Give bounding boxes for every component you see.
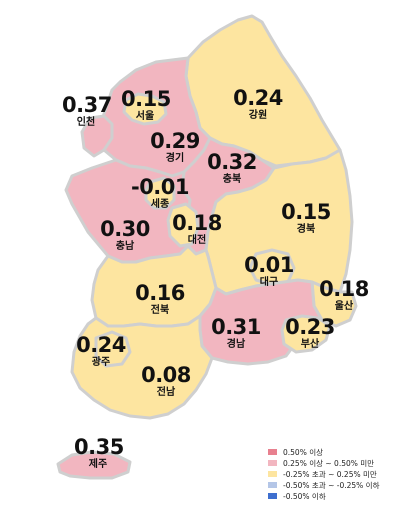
legend-label: 0.50% 이상: [283, 447, 324, 457]
label-gwangju: 0.24 광주: [76, 335, 126, 368]
label-ulsan: 0.18 울산: [318, 279, 370, 312]
region-daejeon: [166, 202, 200, 248]
name-jeonbuk: 전북: [150, 305, 170, 316]
value-gyeongbuk: 0.15: [281, 200, 331, 224]
label-gyeonggi: 0.29 경기: [150, 131, 200, 164]
legend-item: -0.50% 이하: [268, 491, 413, 501]
region-gwangju: [94, 330, 132, 368]
name-daegu: 대구: [259, 277, 279, 288]
label-gangwon: 0.24 강원: [232, 88, 284, 121]
value-ulsan: 0.18: [319, 277, 369, 301]
name-chungnam: 충남: [115, 241, 135, 252]
name-sejong: 세종: [150, 199, 170, 210]
label-daegu: 0.01 대구: [244, 255, 294, 288]
name-ulsan: 울산: [334, 301, 354, 312]
name-busan: 부산: [300, 339, 320, 350]
label-gyeongnam: 0.31 경남: [210, 317, 262, 350]
name-incheon: 인천: [76, 117, 96, 128]
value-daejeon: 0.18: [172, 211, 222, 235]
region-incheon: [80, 114, 114, 158]
region-busan: [280, 314, 332, 354]
label-jeju: 0.35 제주: [74, 435, 124, 470]
value-jeju: 0.35: [74, 435, 124, 459]
value-busan: 0.23: [285, 315, 335, 339]
name-chungbuk: 충북: [222, 174, 242, 185]
legend-item: -0.25% 초과 ~ 0.25% 미만: [268, 469, 413, 479]
label-gyeongbuk: 0.15 경북: [280, 202, 332, 235]
label-chungnam: 0.30 충남: [100, 219, 150, 252]
label-incheon: 0.37 인천: [62, 93, 112, 128]
label-jeonnam: 0.08 전남: [140, 365, 192, 398]
value-incheon: 0.37: [62, 93, 112, 117]
value-chungbuk: 0.32: [207, 150, 257, 174]
label-sejong: -0.01 세종: [130, 177, 190, 210]
legend-swatch: [268, 493, 277, 499]
value-gwangju: 0.24: [76, 333, 126, 357]
legend-item: -0.50% 초과 ~ -0.25% 이하: [268, 480, 413, 490]
value-jeonnam: 0.08: [141, 363, 191, 387]
name-gyeongnam: 경남: [226, 339, 246, 350]
region-sejong: [144, 176, 176, 210]
name-jeonnam: 전남: [156, 387, 176, 398]
name-gangwon: 강원: [248, 110, 268, 121]
value-gangwon: 0.24: [233, 86, 283, 110]
legend-swatch: [268, 482, 277, 488]
name-seoul: 서울: [135, 111, 155, 122]
region-seoul: [122, 92, 168, 126]
value-chungnam: 0.30: [100, 217, 150, 241]
legend-label: -0.50% 초과 ~ -0.25% 이하: [283, 480, 380, 490]
legend-swatch: [268, 449, 277, 455]
label-busan: 0.23 부산: [284, 317, 336, 350]
legend-swatch: [268, 460, 277, 466]
legend-label: 0.25% 이상 ~ 0.50% 미만: [283, 458, 375, 468]
label-jeonbuk: 0.16 전북: [134, 283, 186, 316]
region-jeju: [56, 450, 132, 480]
legend-label: -0.50% 이하: [283, 491, 326, 501]
legend-label: -0.25% 초과 ~ 0.25% 미만: [283, 469, 377, 479]
value-gyeonggi: 0.29: [150, 129, 200, 153]
label-seoul: 0.15 서울: [121, 87, 171, 122]
legend-item: 0.25% 이상 ~ 0.50% 미만: [268, 458, 413, 468]
value-sejong: -0.01: [130, 175, 190, 199]
legend-item: 0.50% 이상: [268, 447, 413, 457]
label-daejeon: 0.18 대전: [172, 213, 222, 246]
legend: 0.50% 이상 0.25% 이상 ~ 0.50% 미만 -0.25% 초과 ~…: [268, 447, 413, 502]
name-gyeongbuk: 경북: [296, 224, 316, 235]
value-seoul: 0.15: [121, 87, 171, 111]
name-gyeonggi: 경기: [165, 153, 185, 164]
legend-swatch: [268, 471, 277, 477]
value-gyeongnam: 0.31: [211, 315, 261, 339]
name-daejeon: 대전: [187, 235, 207, 246]
name-jeju: 제주: [88, 459, 108, 470]
value-jeonbuk: 0.16: [135, 281, 185, 305]
name-gwangju: 광주: [91, 357, 111, 368]
label-chungbuk: 0.32 충북: [206, 152, 258, 185]
value-daegu: 0.01: [244, 253, 294, 277]
